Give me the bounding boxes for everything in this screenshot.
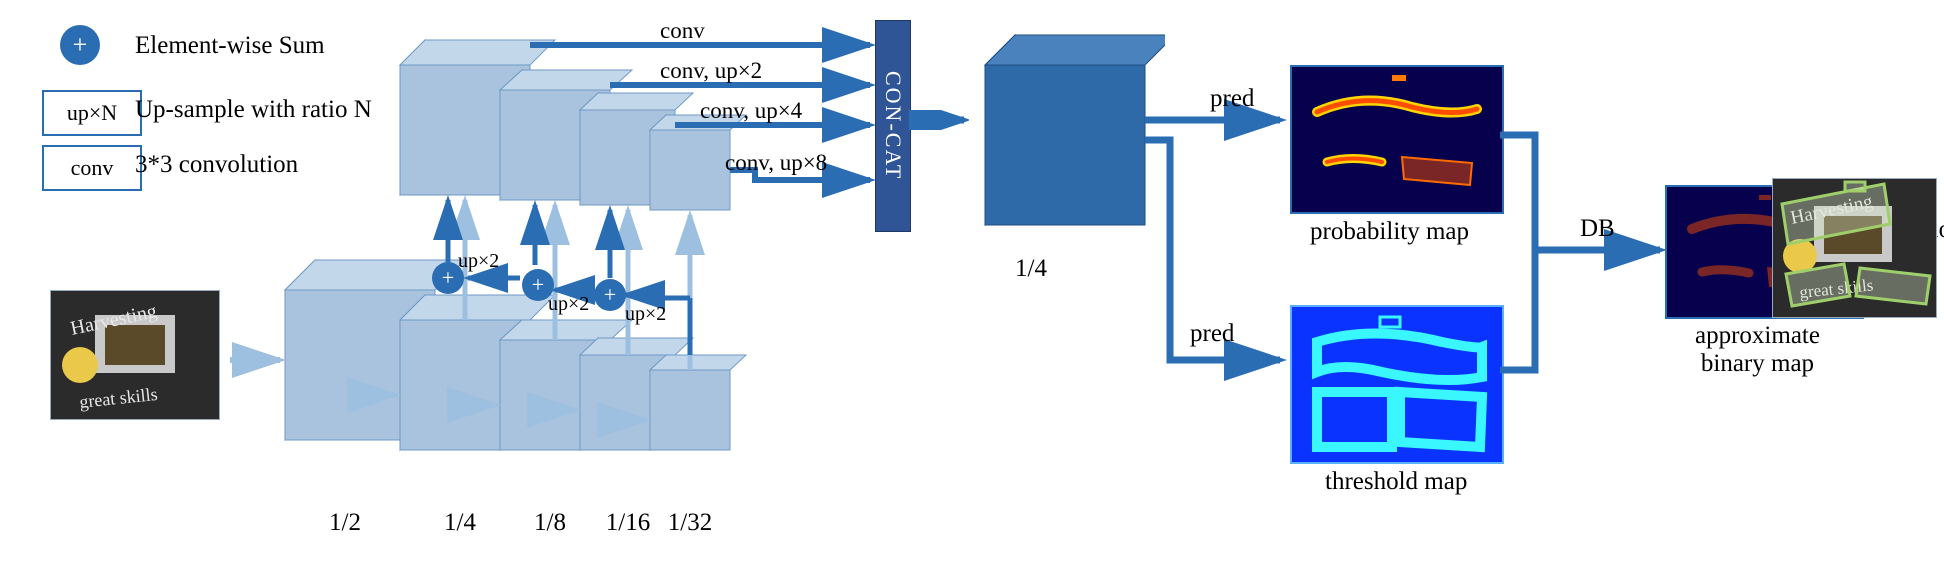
- svg-text:1/16: 1/16: [606, 509, 650, 536]
- svg-text:+: +: [442, 265, 454, 290]
- fused-feature: [965, 20, 1165, 250]
- svg-text:1/32: 1/32: [668, 509, 712, 536]
- backbone-diagram: + + + up×2 up×2 up×2 conv conv, up×2 con…: [230, 10, 895, 570]
- merge-arrows: [1500, 110, 1670, 400]
- probability-map: [1290, 65, 1504, 214]
- input-image: Harvesting great skills: [50, 290, 220, 420]
- svg-text:1/4: 1/4: [444, 509, 476, 536]
- threshold-map-label: threshold map: [1325, 468, 1467, 496]
- svg-text:+: +: [604, 282, 616, 307]
- output-image: Harvestinggreat skills: [1772, 178, 1937, 318]
- svg-text:up×2: up×2: [458, 250, 499, 272]
- svg-text:1/2: 1/2: [329, 509, 361, 536]
- threshold-map: [1290, 305, 1504, 464]
- arrow-concat-fused: [909, 110, 969, 130]
- svg-text:conv: conv: [660, 18, 705, 43]
- legend-upn-box: up×N: [42, 90, 142, 136]
- db-label: DB: [1580, 215, 1615, 243]
- svg-text:+: +: [532, 272, 544, 297]
- plus-icon: +: [60, 25, 100, 65]
- fused-scale-label: 1/4: [1015, 255, 1047, 283]
- svg-text:up×2: up×2: [548, 293, 589, 315]
- probability-map-label: probability map: [1310, 218, 1469, 246]
- pred-label-1: pred: [1210, 85, 1254, 113]
- pred-label-2: pred: [1190, 320, 1234, 348]
- svg-text:conv, up×2: conv, up×2: [660, 58, 762, 83]
- legend-conv-box: conv: [42, 145, 142, 191]
- svg-text:up×2: up×2: [625, 303, 666, 325]
- svg-text:conv, up×8: conv, up×8: [725, 150, 827, 175]
- approx-binary-map-label: approximate binary map: [1695, 322, 1820, 378]
- concat-block: CON-CAT: [875, 20, 911, 232]
- svg-text:conv, up×4: conv, up×4: [700, 98, 803, 123]
- enc-1-32: [650, 355, 746, 450]
- svg-text:1/8: 1/8: [534, 509, 566, 536]
